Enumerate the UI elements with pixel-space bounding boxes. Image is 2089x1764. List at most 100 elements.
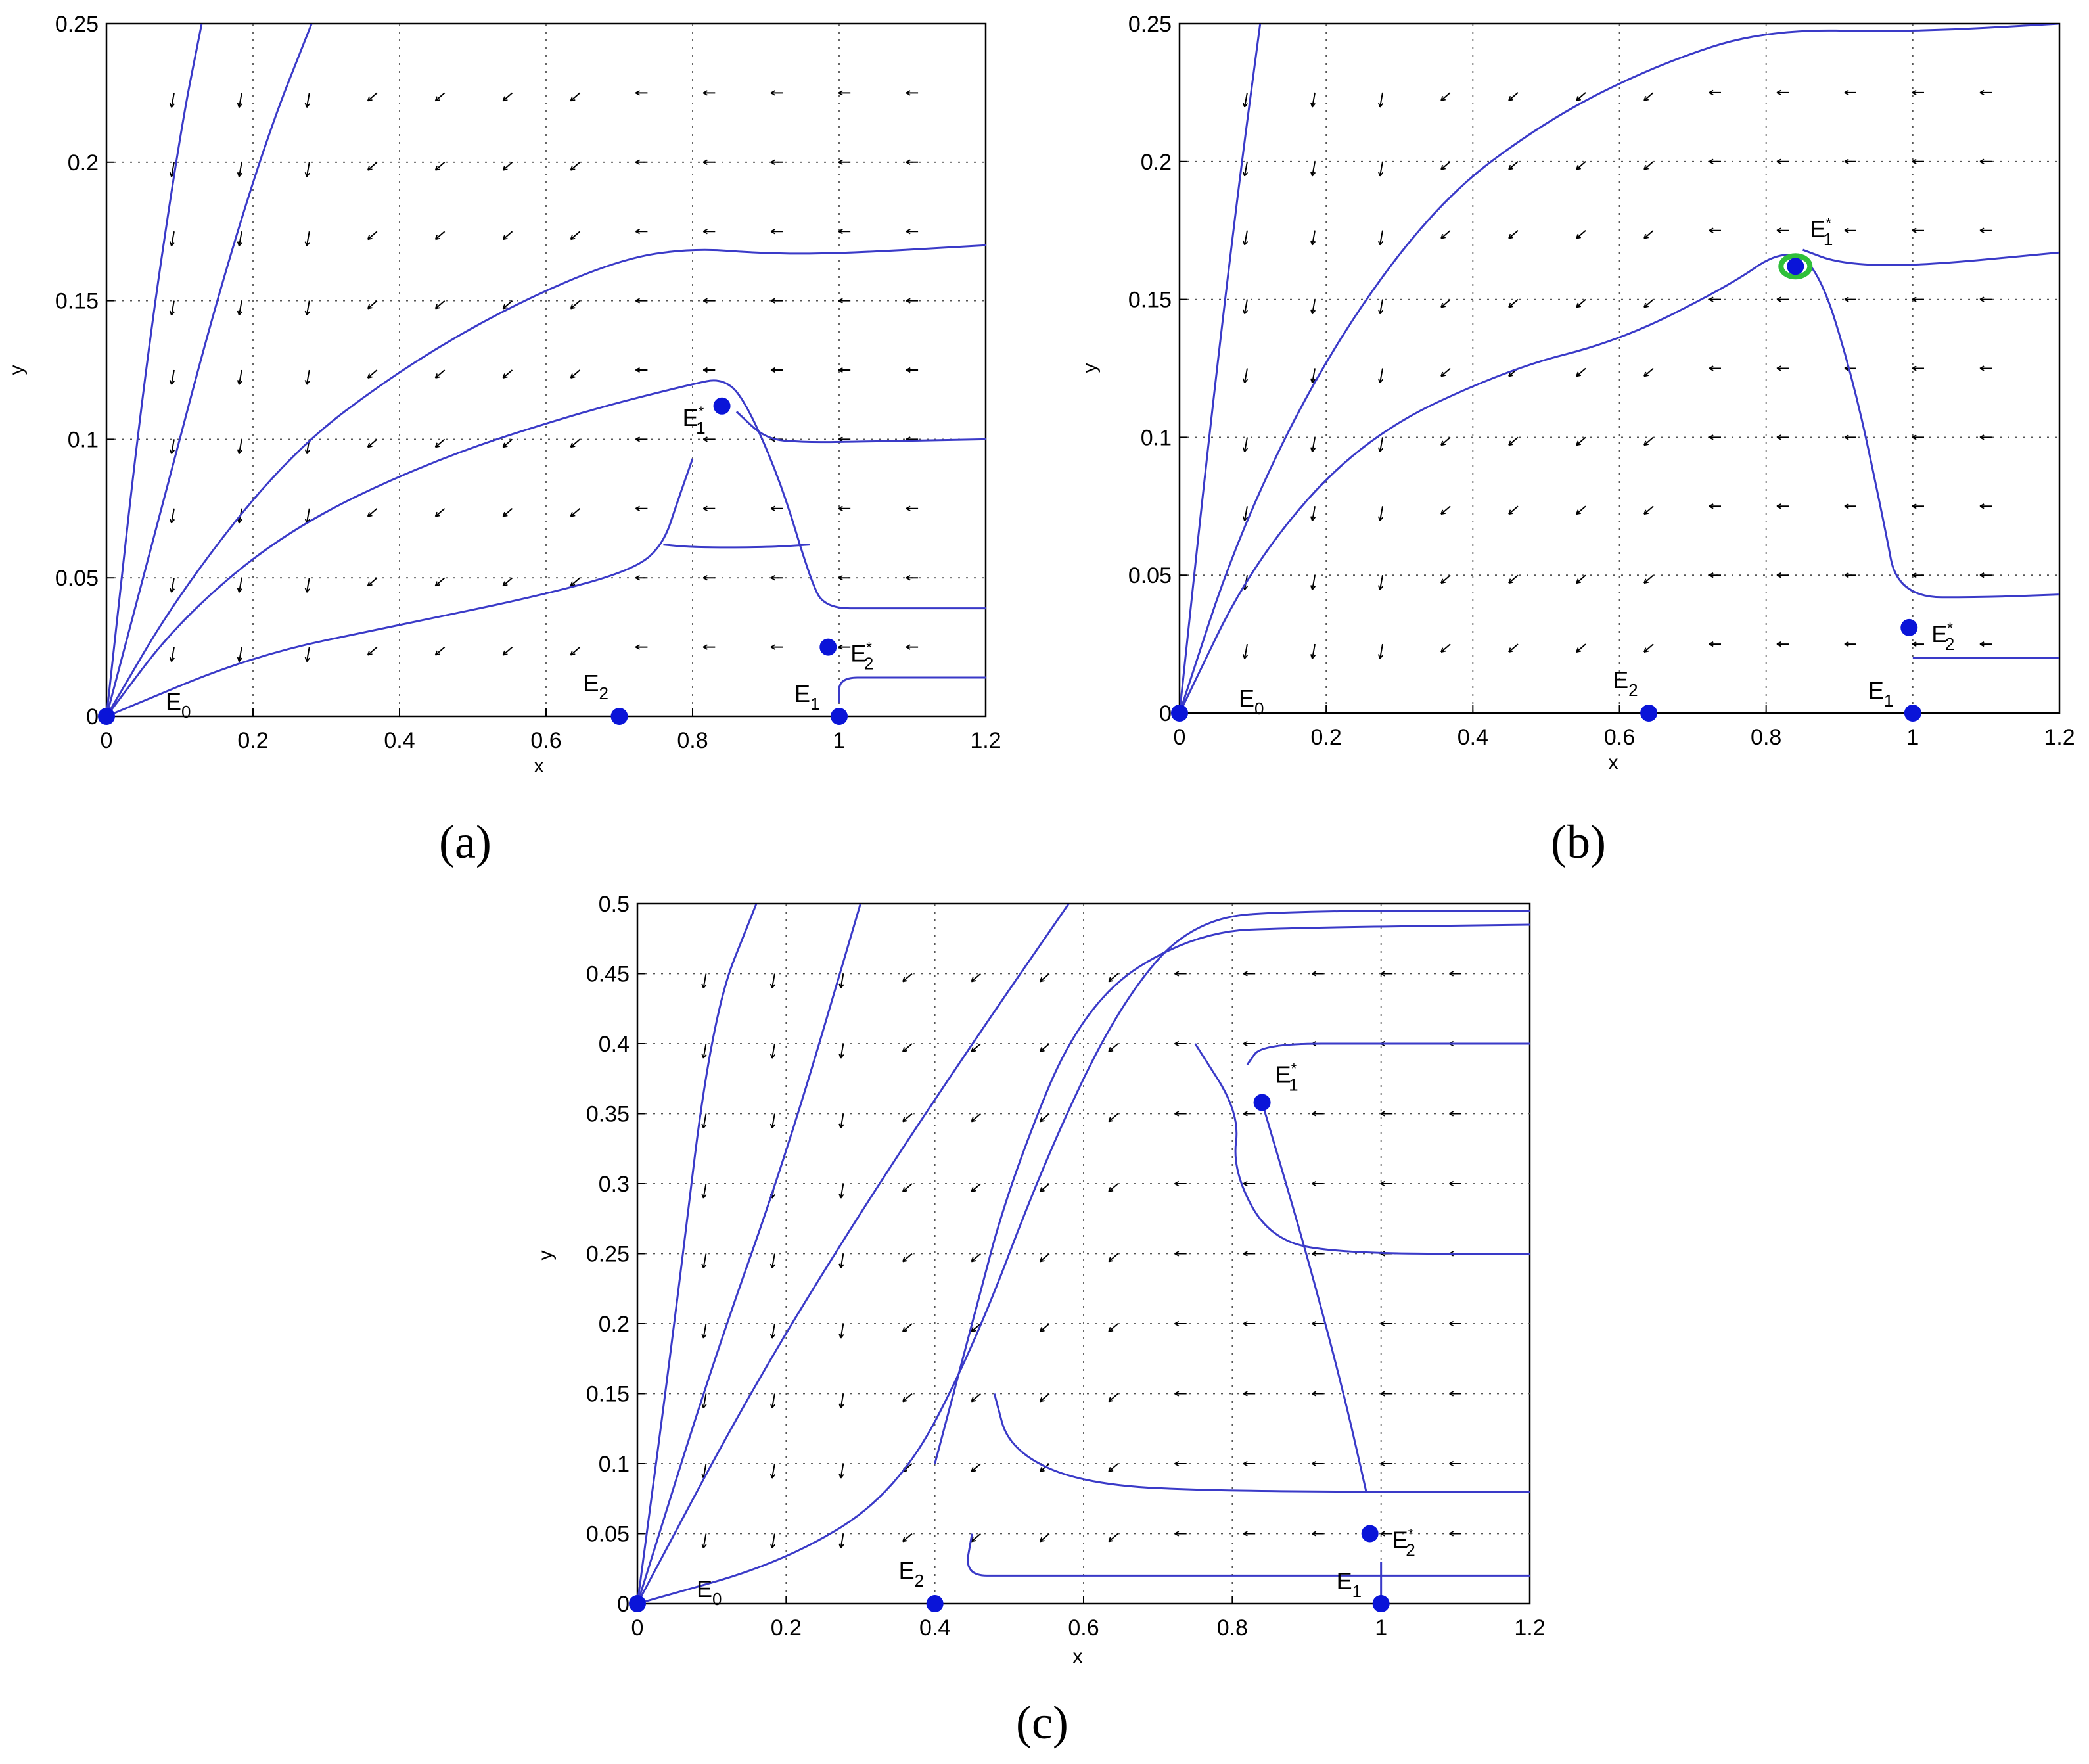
field-arrow: [1379, 506, 1383, 521]
field-arrow: [306, 578, 310, 593]
field-arrow: [170, 369, 175, 385]
field-arrow: [306, 647, 310, 662]
field-arrow-head: [1242, 654, 1249, 659]
field-arrow-head: [838, 159, 843, 165]
field-arrow: [570, 92, 581, 102]
field-arrow-head: [1449, 971, 1454, 977]
x-tick-label: 0.6: [1604, 725, 1635, 750]
field-arrow: [902, 1323, 913, 1332]
field-arrow: [971, 1463, 981, 1472]
field-arrow: [1440, 229, 1451, 239]
field-arrow: [1440, 92, 1451, 101]
field-arrow-head: [1844, 89, 1849, 96]
field-arrow: [1379, 92, 1383, 108]
field-arrow: [1643, 229, 1654, 239]
field-arrow-head: [1108, 1047, 1114, 1052]
y-tick-label: 0.25: [1128, 12, 1172, 37]
field-arrow: [1312, 299, 1316, 314]
field-arrow: [1643, 436, 1654, 446]
field-arrow: [306, 369, 310, 385]
field-arrow-head: [434, 581, 440, 587]
field-arrow-head: [1174, 1460, 1180, 1467]
y-axis-label: y: [535, 1251, 557, 1261]
y-tick-label: 0.15: [586, 1382, 630, 1407]
field-arrow-head: [1310, 309, 1316, 315]
field-arrow: [170, 647, 175, 662]
x-tick-label: 0.2: [237, 728, 268, 753]
field-arrow-head: [702, 644, 708, 650]
field-arrow-head: [702, 159, 708, 165]
y-tick-label: 0.2: [68, 151, 99, 175]
field-arrow-head: [570, 511, 576, 517]
field-arrow-head: [1310, 240, 1316, 246]
field-arrow-head: [304, 588, 310, 593]
field-arrow-head: [1310, 654, 1316, 659]
field-arrow-head: [1440, 233, 1446, 239]
equilibrium-label: E* 1: [1275, 1060, 1298, 1094]
field-arrow-head: [1508, 647, 1514, 653]
field-arrow: [367, 508, 378, 517]
field-arrow: [570, 300, 581, 310]
field-arrow: [971, 1323, 981, 1332]
field-arrow-head: [770, 159, 775, 165]
field-arrow: [502, 300, 513, 310]
field-arrow-head: [1709, 641, 1714, 647]
field-arrow: [170, 508, 175, 523]
field-arrow: [1576, 436, 1586, 446]
y-tick-label: 0.15: [1128, 288, 1172, 313]
y-tick-label: 0.1: [599, 1452, 630, 1477]
field-arrow: [1643, 367, 1654, 377]
equilibrium-label: E0: [697, 1575, 722, 1609]
field-arrow: [902, 1533, 913, 1543]
field-arrow-head: [1380, 1111, 1385, 1117]
field-arrow-head: [1449, 1320, 1454, 1327]
field-arrow-head: [1243, 1251, 1248, 1257]
field-arrow: [840, 1113, 844, 1128]
field-arrow-head: [1643, 233, 1649, 239]
field-arrow-head: [1776, 89, 1781, 96]
field-arrow-head: [1979, 503, 1985, 509]
field-arrow-head: [971, 1327, 976, 1332]
equilibrium-point: [926, 1595, 944, 1612]
field-arrow-head: [902, 1257, 907, 1263]
field-arrow-head: [701, 1123, 707, 1129]
field-arrow: [902, 1253, 913, 1263]
field-arrow-head: [702, 575, 708, 581]
field-arrow-head: [1243, 1460, 1248, 1467]
field-arrow: [971, 1183, 981, 1192]
field-arrow: [306, 162, 310, 177]
field-arrow-head: [838, 505, 843, 511]
field-arrow-head: [838, 644, 843, 650]
y-tick-label: 0.35: [586, 1102, 630, 1127]
field-arrow: [1312, 506, 1316, 521]
field-arrow: [702, 1183, 707, 1199]
field-arrow-head: [769, 983, 776, 989]
field-arrow: [170, 578, 175, 593]
field-arrow: [306, 508, 310, 523]
field-arrow: [502, 92, 513, 102]
field-arrow-head: [770, 229, 775, 235]
field-arrow: [1379, 437, 1383, 452]
field-arrow-head: [502, 581, 508, 587]
field-arrow-head: [635, 298, 640, 304]
field-arrow-head: [1310, 447, 1316, 452]
field-arrow: [570, 369, 581, 379]
field-arrow-head: [1242, 309, 1249, 315]
field-arrow-head: [1709, 434, 1714, 440]
field-arrow-head: [434, 235, 440, 241]
field-arrow: [971, 1043, 981, 1052]
field-arrow-head: [702, 90, 708, 96]
x-tick-label: 1.2: [970, 728, 1001, 753]
trajectory-line: [106, 24, 313, 716]
field-arrow-head: [304, 241, 310, 246]
field-arrow: [1312, 368, 1316, 383]
y-tick-label: 0.05: [55, 566, 99, 591]
field-arrow-head: [971, 1047, 976, 1052]
field-arrow-head: [1508, 371, 1514, 377]
field-arrow-head: [1108, 1397, 1114, 1403]
field-arrow: [570, 231, 581, 240]
field-arrow: [1576, 367, 1586, 377]
field-arrow-head: [1844, 572, 1849, 578]
field-arrow: [1108, 1043, 1118, 1052]
field-arrow: [367, 300, 378, 310]
